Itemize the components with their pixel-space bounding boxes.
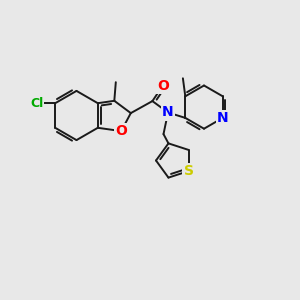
Text: S: S <box>184 164 194 178</box>
Text: N: N <box>162 106 174 119</box>
Text: N: N <box>217 111 229 125</box>
Text: O: O <box>157 79 169 92</box>
Text: O: O <box>115 124 127 138</box>
Text: Cl: Cl <box>30 97 43 110</box>
